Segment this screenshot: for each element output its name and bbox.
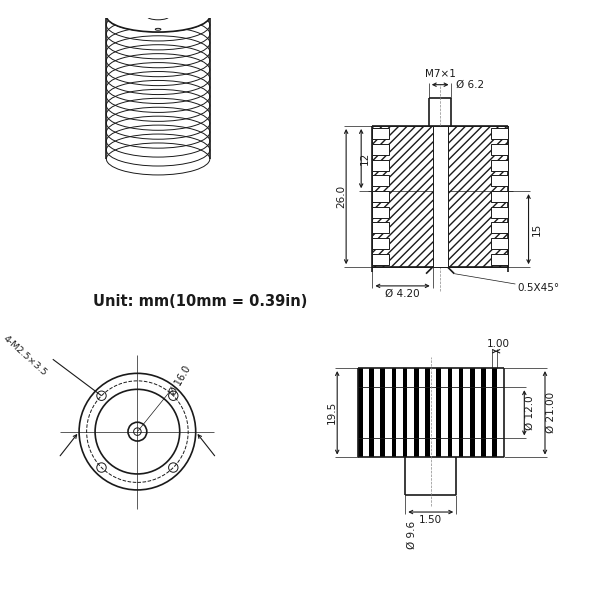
Bar [403,368,407,457]
Text: 19.5: 19.5 [326,401,337,424]
Bar [436,368,441,457]
Bar [380,368,385,457]
Text: 1.00: 1.00 [487,339,509,349]
Text: Ø 9.6: Ø 9.6 [407,521,417,548]
Text: M7×1: M7×1 [425,70,455,79]
Text: 1.50: 1.50 [419,515,442,526]
Bar [448,368,452,457]
Text: 15: 15 [532,223,542,236]
Text: 0.5X45°: 0.5X45° [517,283,559,293]
Text: 4-M2.5×3.5: 4-M2.5×3.5 [1,334,48,377]
Bar [459,368,463,457]
Bar [448,126,508,267]
Bar [425,368,430,457]
Text: Ø 12.0: Ø 12.0 [525,395,535,430]
Bar [369,368,374,457]
Bar [373,160,389,171]
Bar [414,368,419,457]
Bar [470,368,475,457]
Text: 12: 12 [360,152,370,165]
Bar [493,368,497,457]
Bar [491,223,508,233]
Bar [373,126,433,267]
Bar [373,191,389,202]
Bar [373,223,389,233]
Bar [373,254,389,265]
Bar [491,238,508,249]
Bar [491,191,508,202]
Bar [491,175,508,187]
Bar [373,207,389,218]
Text: Ø 16.0: Ø 16.0 [168,364,193,397]
Bar [373,175,389,187]
Bar [491,144,508,155]
Text: Ø 4.20: Ø 4.20 [385,289,420,298]
Bar [481,368,486,457]
Bar [373,238,389,249]
Bar [392,368,396,457]
Text: Ø 21.00: Ø 21.00 [545,392,556,433]
Bar [373,144,389,155]
Text: 26.0: 26.0 [337,185,346,208]
Ellipse shape [106,0,210,32]
Bar [433,126,448,267]
Text: Ø 6.2: Ø 6.2 [456,80,484,89]
Bar [491,128,508,139]
Bar [491,160,508,171]
Bar [491,207,508,218]
Text: Unit: mm(10mm = 0.39in): Unit: mm(10mm = 0.39in) [93,295,308,310]
Bar [491,254,508,265]
Bar [358,368,362,457]
Bar [373,128,389,139]
